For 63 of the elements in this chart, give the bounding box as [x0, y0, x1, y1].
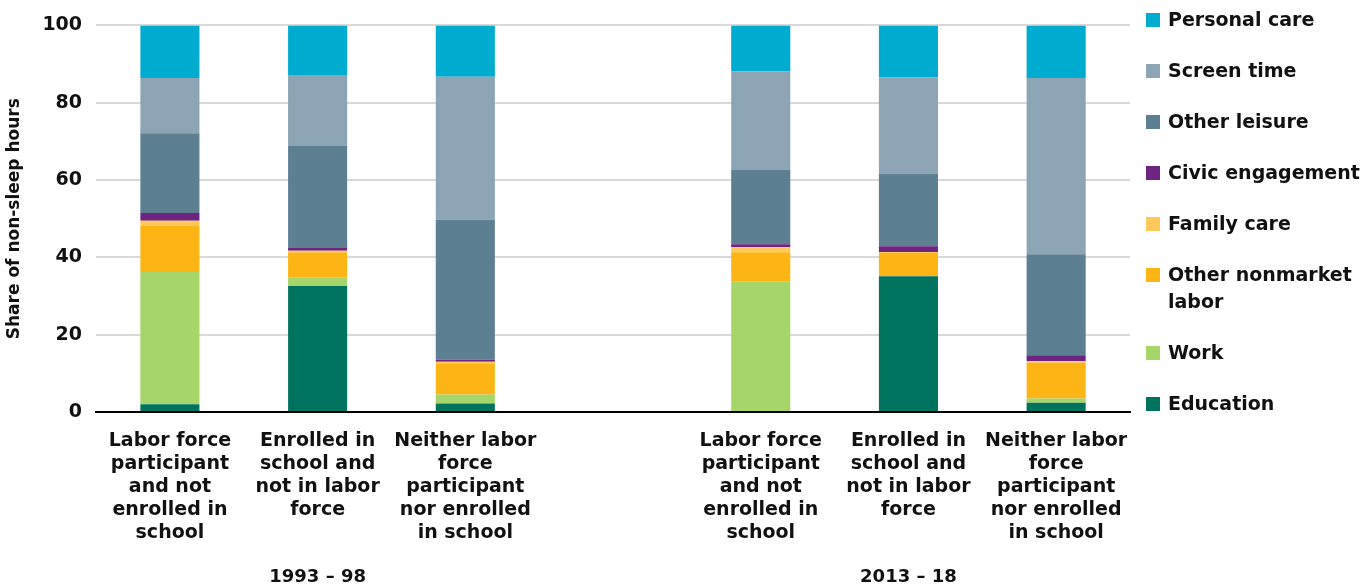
x-tick-label: Enrolled in school and not in labor force	[846, 428, 972, 519]
bar	[140, 272, 200, 405]
bar	[435, 219, 495, 360]
bar	[1026, 25, 1086, 78]
bar	[140, 77, 200, 134]
bar	[1026, 362, 1086, 399]
bar	[288, 74, 348, 147]
bar	[1026, 77, 1086, 255]
bar	[1026, 398, 1086, 403]
bar	[435, 364, 495, 395]
bar	[1026, 355, 1086, 362]
legend-label: Work	[1168, 340, 1224, 365]
bar	[878, 25, 938, 78]
y-tick-label: 80	[55, 89, 83, 112]
legend-label: Screen time	[1168, 58, 1297, 83]
bar	[731, 246, 791, 253]
bar	[731, 244, 791, 247]
x-tick-label: Labor force participant and not enrolled in school	[108, 428, 232, 542]
y-tick-label: 0	[68, 398, 83, 421]
legend-label: Other nonmarket labor	[1168, 262, 1353, 314]
legend-label: Family care	[1168, 211, 1291, 236]
bar	[731, 71, 791, 170]
y-axis-title: Share of non-sleep hours	[2, 98, 23, 340]
bar	[878, 77, 938, 174]
bar	[140, 404, 200, 411]
x-tick-label: Neither labor force participant nor enrolled in school	[985, 428, 1128, 542]
bar	[140, 133, 200, 213]
bar	[435, 403, 495, 411]
bar	[435, 76, 495, 220]
x-tick-label: Neither labor force participant nor enrolled in school	[394, 428, 538, 542]
y-tick-label: 40	[55, 244, 83, 267]
legend-label: Other leisure	[1168, 109, 1309, 134]
bar	[435, 25, 495, 77]
bar	[140, 25, 200, 78]
legend-label: Education	[1168, 391, 1275, 416]
bar	[731, 252, 791, 282]
x-tick-label: Labor force participant and not enrolled in school	[699, 428, 822, 542]
bar	[288, 146, 348, 249]
bar	[288, 277, 348, 286]
bar	[878, 173, 938, 247]
y-tick-label: 100	[42, 12, 83, 35]
y-tick-label: 60	[55, 166, 83, 189]
bar	[878, 246, 938, 252]
bar	[140, 220, 200, 227]
bar	[288, 285, 348, 411]
text: 2013 – 18	[860, 564, 957, 586]
text: 1993 – 98	[269, 564, 366, 586]
bar	[731, 169, 791, 245]
bar	[288, 252, 348, 278]
legend-label: Civic engagement	[1168, 160, 1360, 185]
bar	[140, 226, 200, 273]
legend-label: Personal care	[1168, 7, 1315, 32]
bar	[1026, 402, 1086, 411]
bar	[288, 25, 348, 75]
bar	[878, 276, 938, 411]
bar	[1026, 254, 1086, 356]
bar	[731, 281, 791, 411]
x-tick-label: Enrolled in school and not in labor force	[255, 428, 381, 519]
bar	[435, 394, 495, 404]
bar	[140, 212, 200, 221]
bar	[731, 25, 791, 72]
y-tick-label: 20	[55, 321, 83, 344]
bar	[878, 253, 938, 277]
